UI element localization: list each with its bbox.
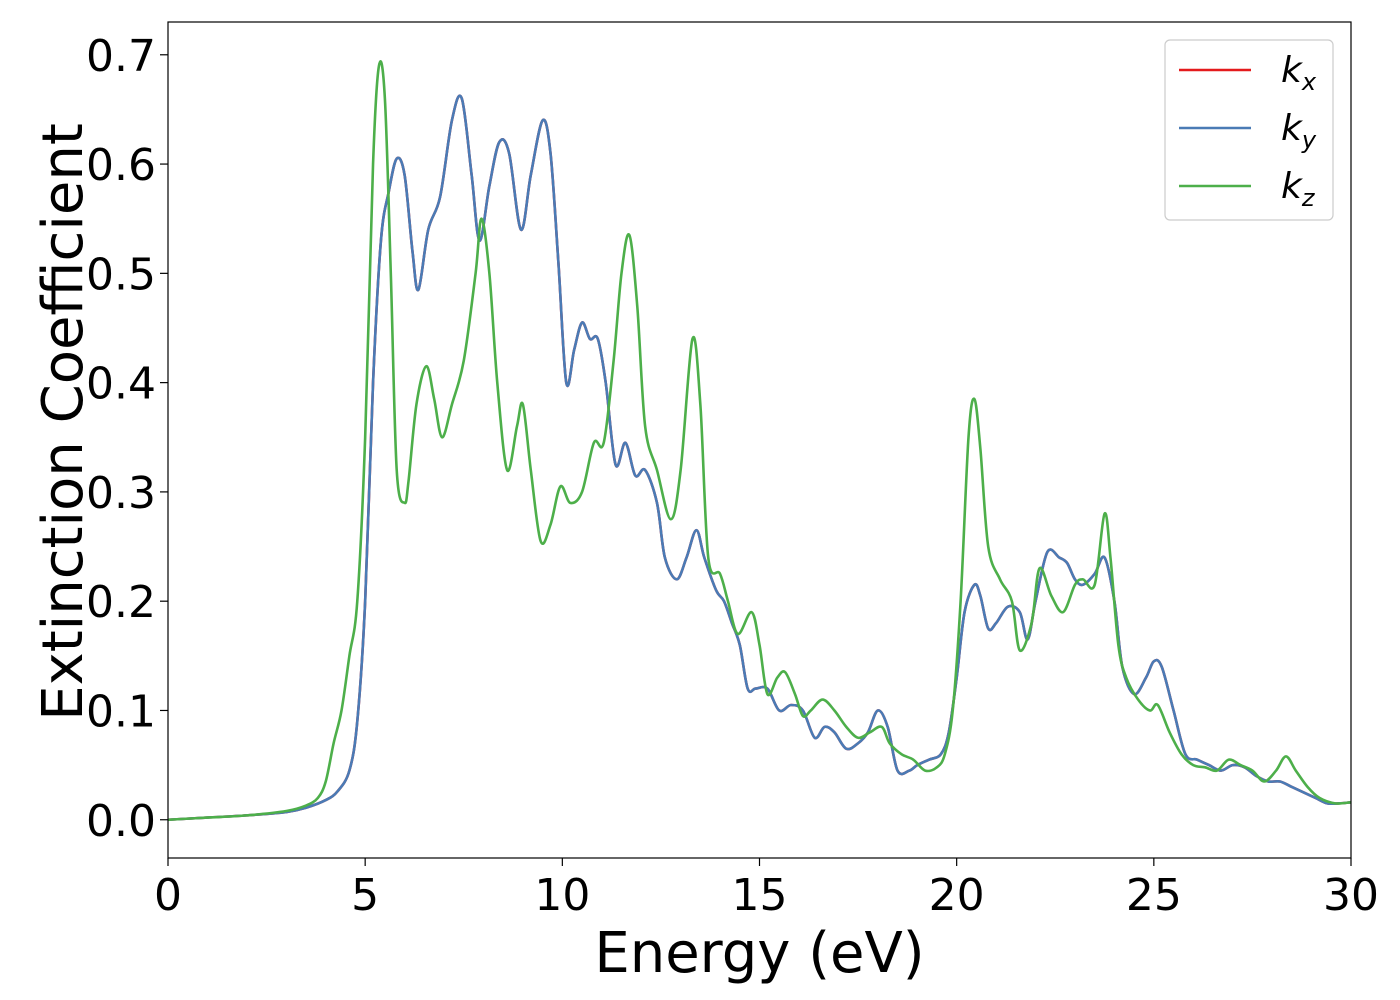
x-tick-label: 5 [351,870,379,921]
y-tick-label: 0.0 [86,796,156,847]
legend-label-kz: kz [1281,166,1316,212]
legend-box [1164,39,1334,221]
y-axis-label: Extinction Coefficient [31,123,96,721]
y-tick-label: 0.6 [86,140,156,191]
x-tick-label: 30 [1323,870,1379,921]
x-tick-label: 10 [534,870,590,921]
legend-label-kx: kx [1281,50,1317,96]
y-tick-label: 0.3 [86,468,156,519]
x-tick-label: 25 [1126,870,1182,921]
y-tick-label: 0.5 [86,249,156,300]
y-tick-label: 0.1 [86,686,156,737]
y-tick-label: 0.2 [86,577,156,628]
legend: kx ky kz [1164,39,1334,221]
series-layer [168,60,1351,822]
x-tick-label: 0 [154,870,182,921]
series-line-kz [168,60,1351,822]
x-tick-label: 15 [732,870,788,921]
y-tick-label: 0.4 [86,359,156,410]
x-axis-label: Energy (eV) [594,921,924,986]
series-line-ky [168,94,1351,822]
x-tick-label: 20 [929,870,985,921]
x-axis-ticks: 0 5 10 15 20 25 30 [154,858,1379,921]
y-tick-label: 0.7 [86,31,156,82]
legend-label-ky: ky [1281,108,1317,154]
y-axis-ticks: 0.0 0.1 0.2 0.3 0.4 0.5 0.6 0.7 [86,31,168,847]
